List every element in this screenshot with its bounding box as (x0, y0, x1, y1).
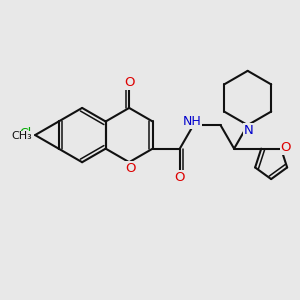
Text: Cl: Cl (19, 127, 31, 140)
Text: NH: NH (183, 116, 201, 128)
Text: O: O (125, 162, 136, 175)
Text: O: O (175, 171, 185, 184)
Text: N: N (244, 124, 254, 136)
Text: CH₃: CH₃ (12, 131, 32, 141)
Text: O: O (124, 76, 134, 89)
Text: O: O (281, 141, 291, 154)
